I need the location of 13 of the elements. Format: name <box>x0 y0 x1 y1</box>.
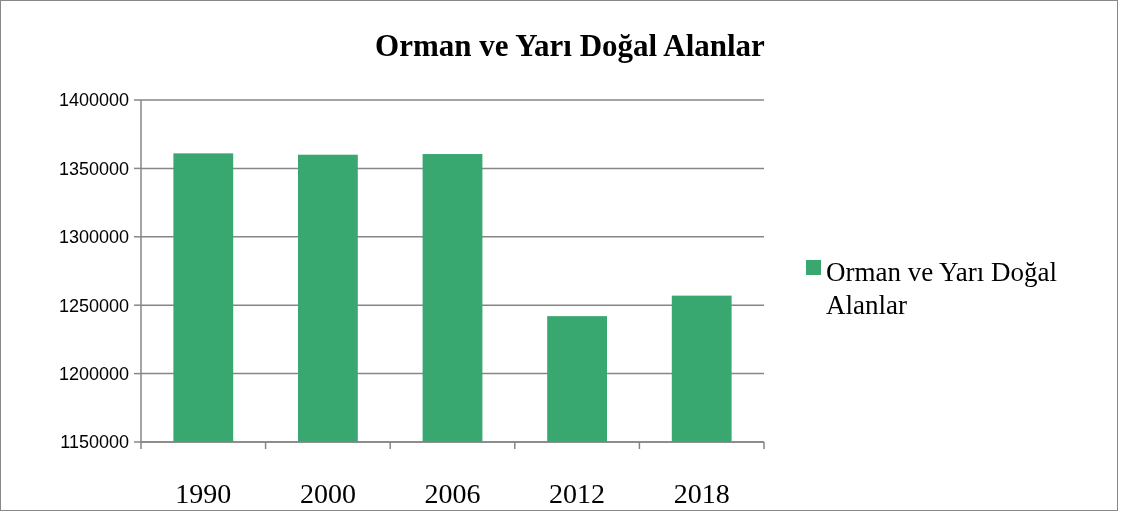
y-tick-label: 1250000 <box>58 295 129 316</box>
legend-label: Orman ve Yarı Doğal Alanlar <box>826 257 1057 320</box>
chart-title: Orman ve Yarı Doğal Alanlar <box>375 28 766 63</box>
x-tick-label: 2018 <box>673 478 730 509</box>
x-tick-label: 2012 <box>549 478 606 509</box>
x-tick-label: 2000 <box>299 478 356 509</box>
y-tick-label: 1350000 <box>58 158 129 179</box>
y-tick-label: 1150000 <box>60 432 129 453</box>
x-tick-label: 2006 <box>424 478 481 509</box>
x-tick-label: 1990 <box>175 478 232 509</box>
y-tick-label: 1200000 <box>58 363 129 384</box>
y-tick-label: 1400000 <box>58 90 129 111</box>
y-tick-label: 1300000 <box>58 227 129 248</box>
